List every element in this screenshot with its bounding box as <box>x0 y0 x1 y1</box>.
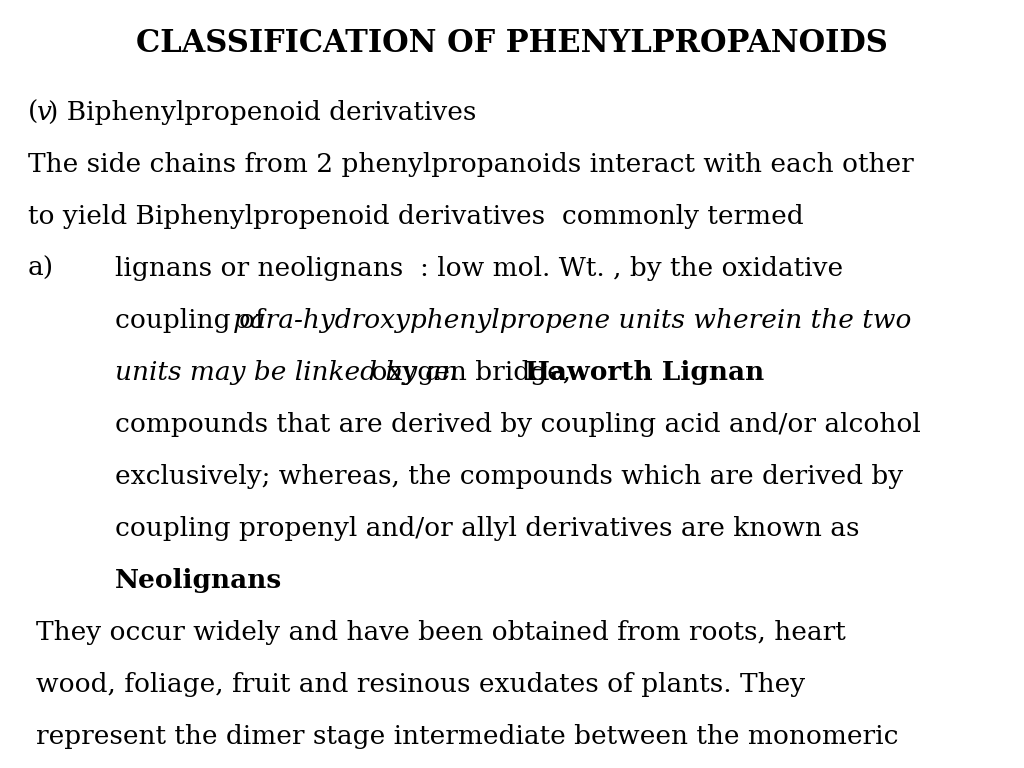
Text: The side chains from 2 phenylpropanoids interact with each other: The side chains from 2 phenylpropanoids … <box>28 152 913 177</box>
Text: CLASSIFICATION OF PHENYLPROPANOIDS: CLASSIFICATION OF PHENYLPROPANOIDS <box>136 28 888 59</box>
Text: coupling of: coupling of <box>115 308 273 333</box>
Text: para-hydroxyphenylpropene units wherein the two: para-hydroxyphenylpropene units wherein … <box>233 308 911 333</box>
Text: wood, foliage, fruit and resinous exudates of plants. They: wood, foliage, fruit and resinous exudat… <box>36 672 805 697</box>
Text: coupling propenyl and/or allyl derivatives are known as: coupling propenyl and/or allyl derivativ… <box>115 516 859 541</box>
Text: Neolignans: Neolignans <box>115 568 283 593</box>
Text: exclusively; whereas, the compounds which are derived by: exclusively; whereas, the compounds whic… <box>115 464 903 489</box>
Text: compounds that are derived by coupling acid and/or alcohol: compounds that are derived by coupling a… <box>115 412 921 437</box>
Text: a): a) <box>28 256 54 281</box>
Text: Haworth Lignan: Haworth Lignan <box>525 360 764 385</box>
Text: represent the dimer stage intermediate between the monomeric: represent the dimer stage intermediate b… <box>36 724 898 749</box>
Text: (: ( <box>28 100 38 125</box>
Text: to yield Biphenylpropenoid derivatives  commonly termed: to yield Biphenylpropenoid derivatives c… <box>28 204 804 229</box>
Text: They occur widely and have been obtained from roots, heart: They occur widely and have been obtained… <box>36 620 846 645</box>
Text: ) Biphenylpropenoid derivatives: ) Biphenylpropenoid derivatives <box>48 100 476 125</box>
Text: lignans or neolignans  : low mol. Wt. , by the oxidative: lignans or neolignans : low mol. Wt. , b… <box>115 256 843 281</box>
Text: units may be linked by an: units may be linked by an <box>115 360 459 385</box>
Text: v: v <box>37 100 52 125</box>
Text: oxygen bridge,: oxygen bridge, <box>362 360 580 385</box>
